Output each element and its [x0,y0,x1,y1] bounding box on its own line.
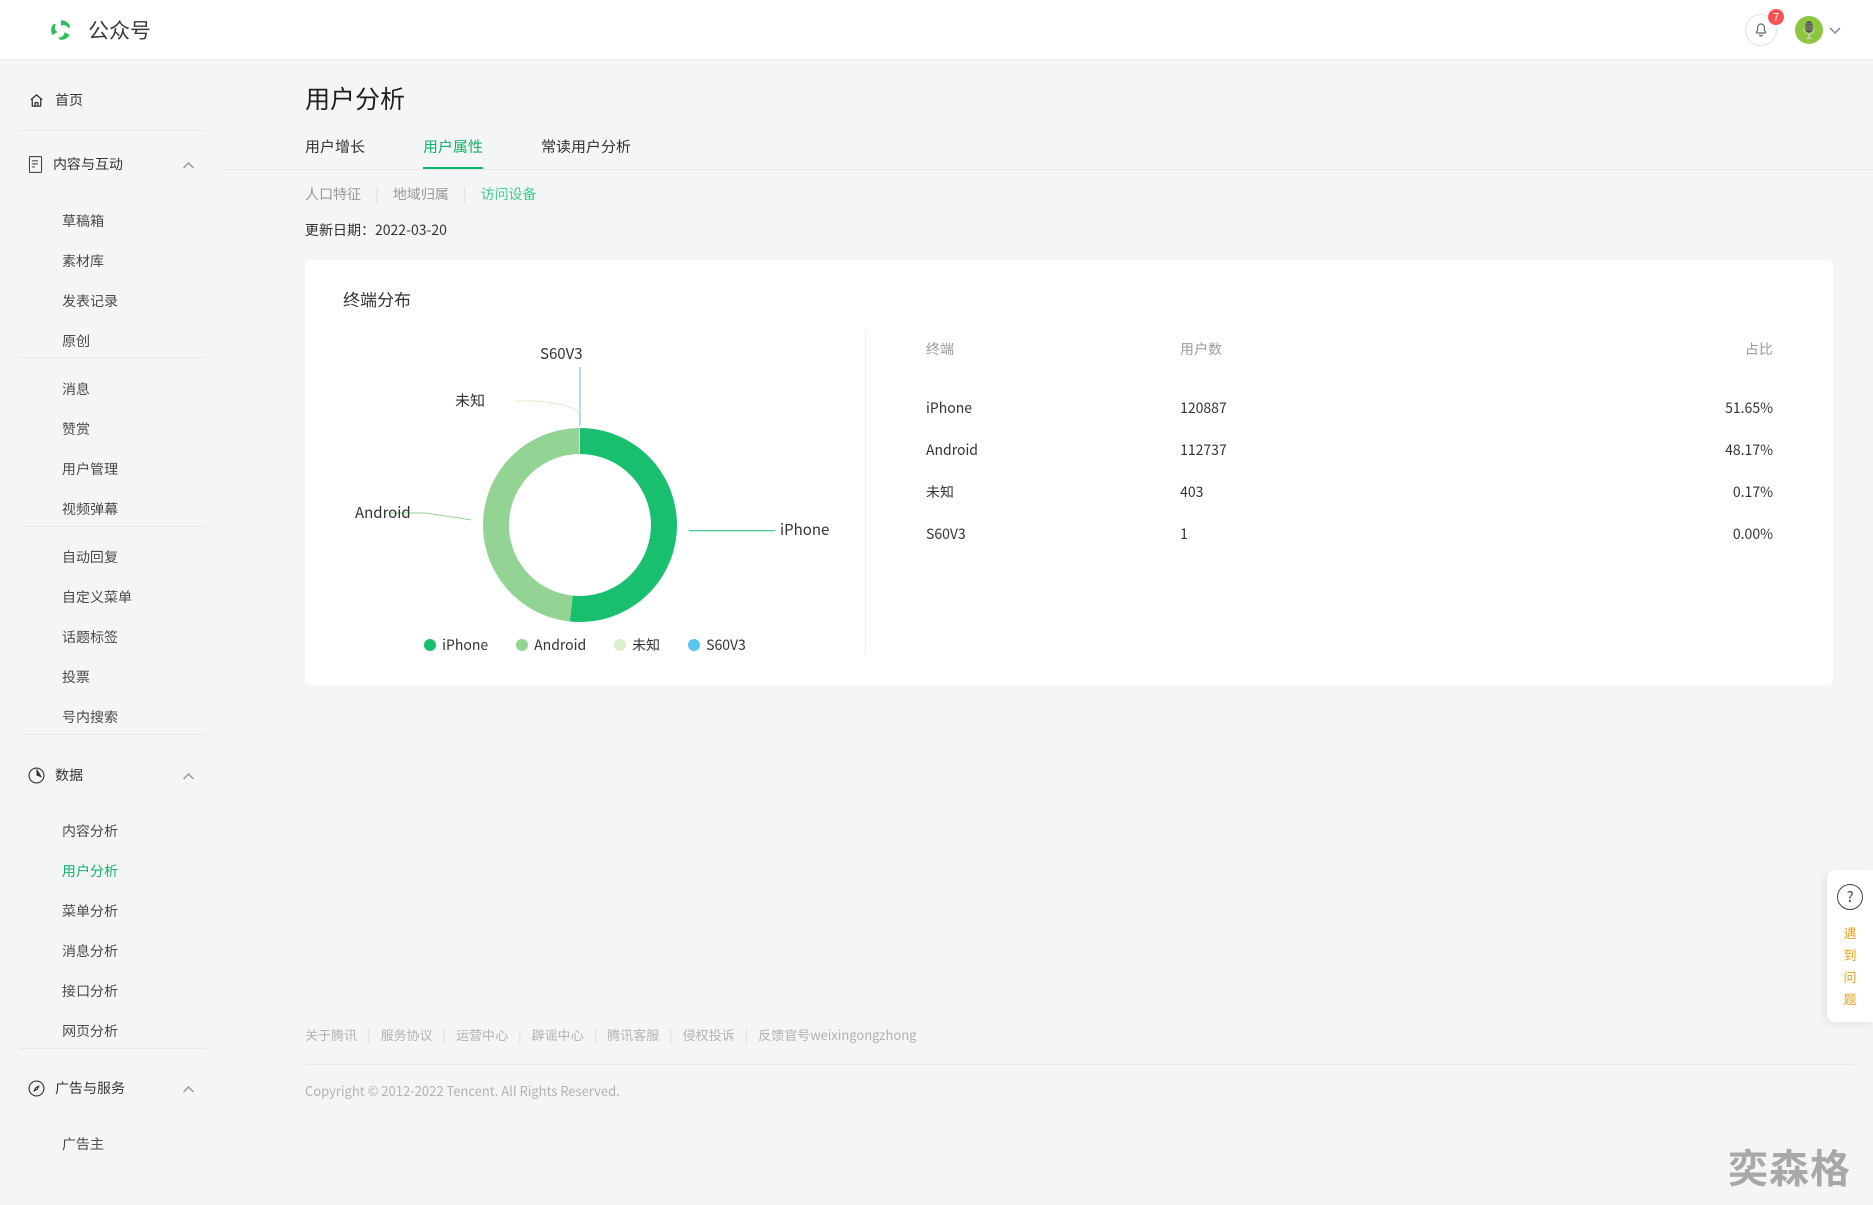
svg-text:Android: Android [355,502,411,523]
svg-text:未知: 未知 [455,390,485,411]
svg-text:S60V3: S60V3 [540,343,583,364]
svg-text:iPhone: iPhone [780,519,829,540]
